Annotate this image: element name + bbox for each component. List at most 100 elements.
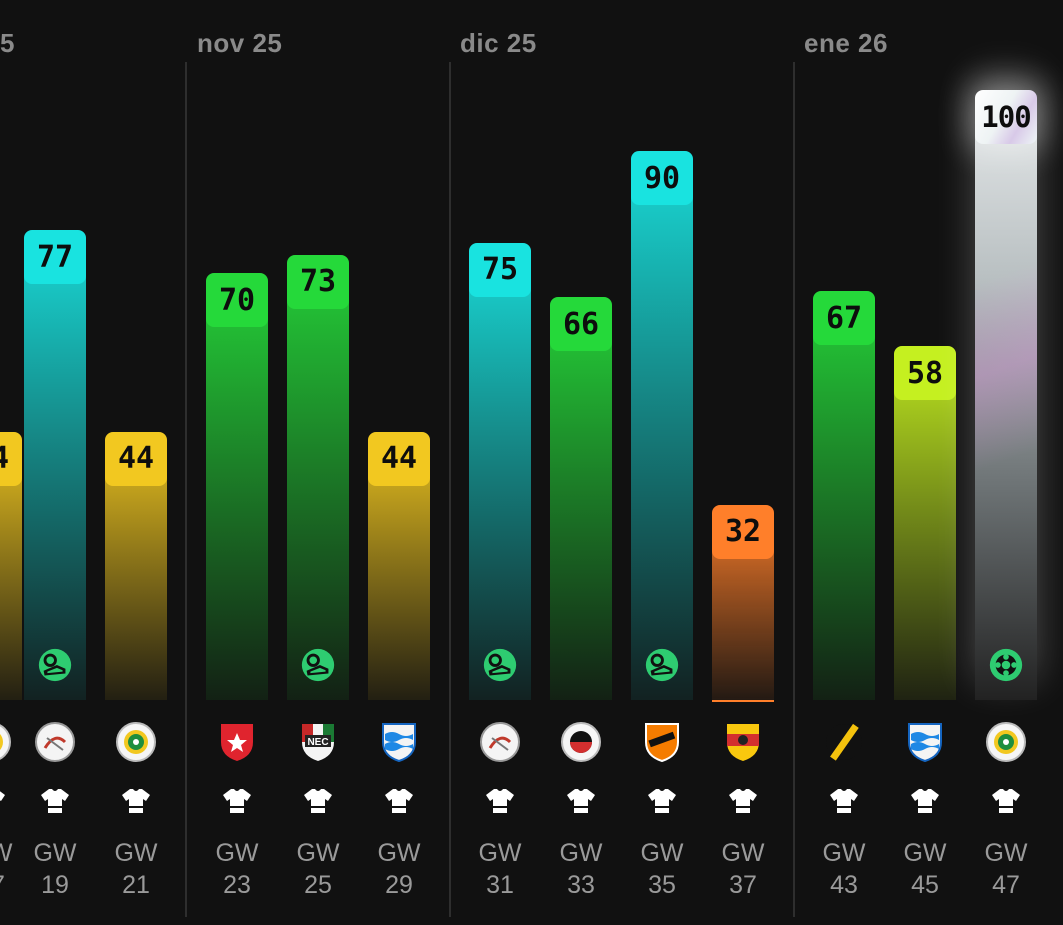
gameweek-prefix: GW <box>377 839 421 867</box>
gameweek-prefix: GW <box>296 839 340 867</box>
home-shirt-icon <box>567 789 595 813</box>
football-boot-icon <box>38 648 72 682</box>
gameweek-number: 21 <box>122 871 150 899</box>
gameweek-number: 19 <box>41 871 69 899</box>
gameweek-number: 23 <box>223 871 251 899</box>
gameweek-label: GW 31 <box>460 837 540 901</box>
home-shirt-icon <box>911 789 939 813</box>
gameweek-prefix: GW <box>478 839 522 867</box>
home-shirt-icon <box>992 789 1020 813</box>
football-boot-icon <box>301 648 335 682</box>
gameweek-number: 35 <box>648 871 676 899</box>
score-label: 44 <box>105 431 167 486</box>
gameweek-label: GW 45 <box>885 837 965 901</box>
gameweek-prefix: GW <box>0 839 13 867</box>
gameweek-label: GW 23 <box>197 837 277 901</box>
home-shirt-icon <box>830 789 858 813</box>
gameweek-label: GW 33 <box>541 837 621 901</box>
gameweek-prefix: GW <box>114 839 158 867</box>
football-icon <box>989 648 1023 682</box>
month-divider <box>185 62 187 917</box>
home-shirt-icon <box>223 789 251 813</box>
home-shirt-icon <box>486 789 514 813</box>
home-shirt-icon <box>41 789 69 813</box>
gameweek-prefix: GW <box>984 839 1028 867</box>
score-label: 90 <box>631 151 693 205</box>
score-bar[interactable] <box>469 248 531 700</box>
score-bar[interactable] <box>24 236 86 700</box>
score-bar[interactable] <box>206 279 268 700</box>
score-label: 58 <box>894 346 956 401</box>
gameweek-label: GW 25 <box>278 837 358 901</box>
club-crest-icon <box>221 724 253 761</box>
score-label: 73 <box>287 254 349 309</box>
gameweek-prefix: GW <box>640 839 684 867</box>
gameweek-prefix: GW <box>822 839 866 867</box>
gameweek-prefix: GW <box>559 839 603 867</box>
club-crest-icon <box>826 723 862 761</box>
home-shirt-icon <box>0 791 5 801</box>
score-label: 77 <box>24 230 86 285</box>
gameweek-prefix: GW <box>721 839 765 867</box>
gameweek-label: GW17 <box>0 837 31 901</box>
gameweek-label: GW 21 <box>96 837 176 901</box>
score-bar[interactable] <box>813 297 875 700</box>
month-label: dic 25 <box>460 28 537 58</box>
score-bar[interactable] <box>975 96 1037 700</box>
gameweek-prefix: GW <box>903 839 947 867</box>
gameweek-prefix: GW <box>33 839 77 867</box>
gameweek-number: 17 <box>0 869 31 901</box>
month-divider <box>793 62 795 917</box>
score-label: 66 <box>550 297 612 352</box>
club-crest-icon: NEC <box>302 724 334 761</box>
score-label: 67 <box>813 291 875 346</box>
club-crest-icon <box>35 722 75 762</box>
score-label: 32 <box>712 504 774 559</box>
gameweek-label: GW 35 <box>622 837 702 901</box>
home-shirt-icon <box>304 789 332 813</box>
svg-text:NEC: NEC <box>307 737 328 748</box>
home-shirt-icon <box>385 789 413 813</box>
score-label: 44 <box>368 431 430 486</box>
club-crest-icon <box>116 722 156 762</box>
score-label: 44 <box>0 431 22 486</box>
club-crest-icon <box>645 723 679 763</box>
club-crest-icon <box>727 724 759 761</box>
home-shirt-icon <box>648 789 676 813</box>
club-crest-icon <box>986 722 1026 762</box>
football-boot-icon <box>645 648 679 682</box>
gameweek-number: 33 <box>567 871 595 899</box>
club-crest-icon <box>382 723 416 763</box>
score-label: 70 <box>206 273 268 327</box>
score-label: 75 <box>469 242 531 297</box>
gameweek-number: 31 <box>486 871 514 899</box>
football-boot-icon <box>483 648 517 682</box>
home-shirt-icon <box>122 789 150 813</box>
gameweek-label: GW 19 <box>15 837 95 901</box>
score-label: 100 <box>975 90 1037 144</box>
club-crest-icon <box>480 722 520 762</box>
score-bar[interactable] <box>0 437 22 700</box>
club-crest-icon <box>0 724 11 760</box>
gameweek-number: 43 <box>830 871 858 899</box>
club-crest-icon <box>908 723 942 763</box>
gameweek-number: 29 <box>385 871 413 899</box>
score-bar[interactable] <box>631 157 693 700</box>
score-bar[interactable] <box>287 260 349 700</box>
gameweek-number: 25 <box>304 871 332 899</box>
month-label: nov 25 <box>197 28 283 58</box>
score-bar[interactable] <box>894 352 956 700</box>
gameweek-label: GW 47 <box>966 837 1046 901</box>
gameweek-label: GW 29 <box>359 837 439 901</box>
gameweek-number: 45 <box>911 871 939 899</box>
club-crest-icon <box>561 722 601 762</box>
month-divider <box>449 62 451 917</box>
gameweek-label: GW 43 <box>804 837 884 901</box>
gameweek-prefix: GW <box>215 839 259 867</box>
score-bar[interactable] <box>550 303 612 700</box>
gameweek-number: 47 <box>992 871 1020 899</box>
gameweek-number: 37 <box>729 871 757 899</box>
gameweek-label: GW 37 <box>703 837 783 901</box>
month-label: ene 26 <box>804 28 888 58</box>
home-shirt-icon <box>729 789 757 813</box>
